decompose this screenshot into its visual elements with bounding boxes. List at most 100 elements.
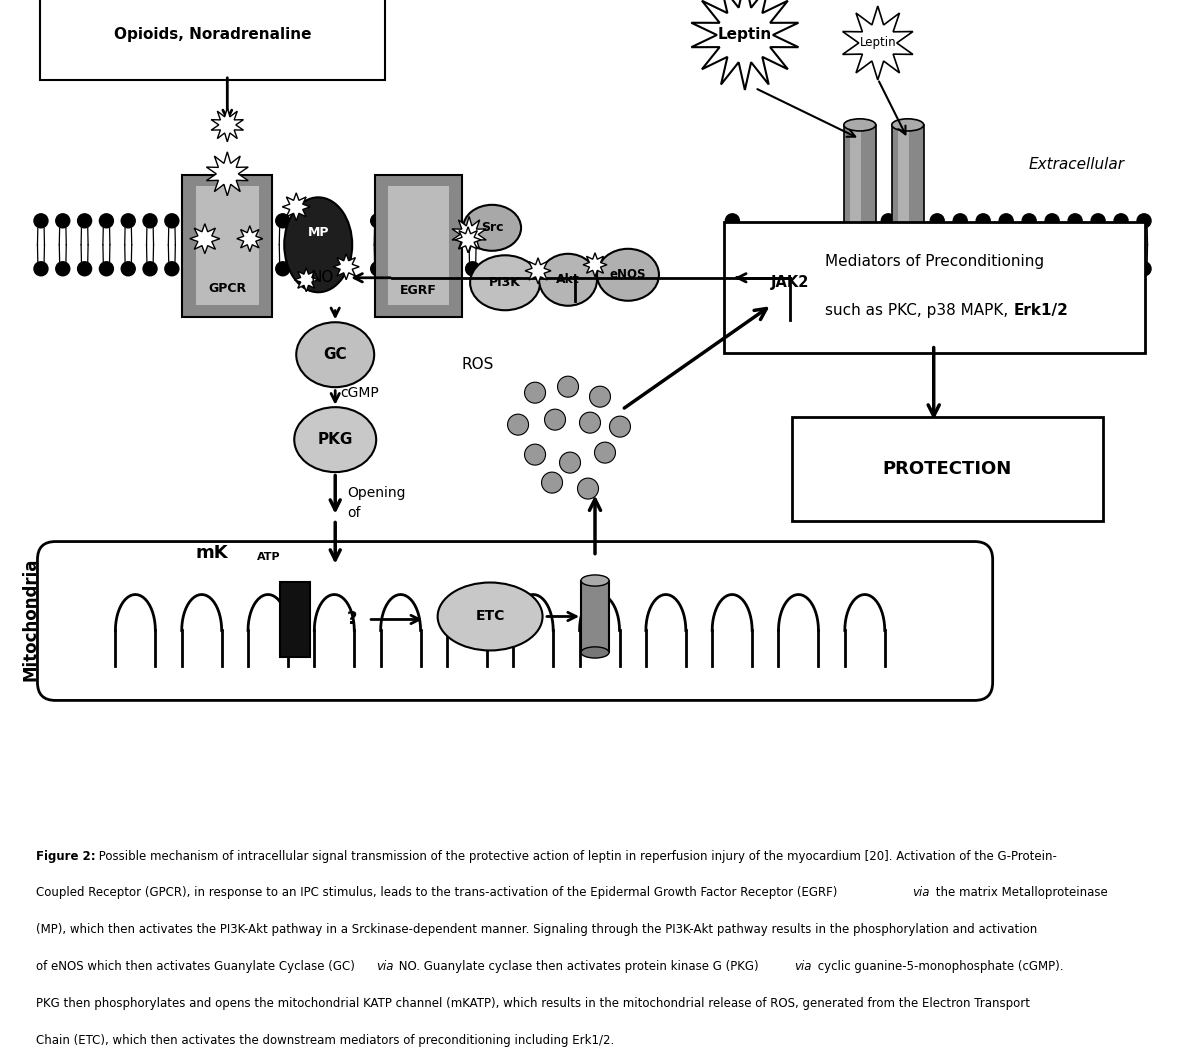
Circle shape: [976, 261, 990, 276]
Polygon shape: [525, 258, 551, 284]
Circle shape: [560, 452, 581, 473]
Circle shape: [465, 214, 480, 228]
Circle shape: [99, 261, 113, 276]
Ellipse shape: [438, 583, 543, 650]
Text: Akt: Akt: [556, 273, 580, 287]
Text: mK: mK: [196, 544, 228, 562]
Text: MP: MP: [308, 227, 329, 239]
Circle shape: [855, 214, 870, 228]
Circle shape: [78, 261, 92, 276]
Circle shape: [725, 214, 740, 228]
Text: EGRF: EGRF: [400, 285, 437, 297]
Circle shape: [580, 412, 600, 433]
Circle shape: [577, 479, 599, 500]
Ellipse shape: [843, 119, 876, 131]
Text: PROTECTION: PROTECTION: [883, 460, 1012, 477]
Circle shape: [1068, 261, 1082, 276]
Text: JAK2: JAK2: [771, 275, 809, 290]
Circle shape: [1137, 261, 1151, 276]
Circle shape: [1045, 261, 1059, 276]
Circle shape: [953, 261, 968, 276]
Text: Possible mechanism of intracellular signal transmission of the protective action: Possible mechanism of intracellular sign…: [94, 850, 1057, 862]
Circle shape: [1068, 214, 1082, 228]
Text: ATP: ATP: [258, 551, 280, 562]
Text: PKG: PKG: [317, 432, 353, 447]
FancyBboxPatch shape: [843, 124, 876, 240]
Circle shape: [544, 409, 565, 430]
Text: Opening: Opening: [347, 486, 406, 500]
Text: of: of: [347, 506, 360, 520]
Circle shape: [371, 214, 384, 228]
Circle shape: [33, 261, 48, 276]
Polygon shape: [206, 152, 248, 196]
Text: Figure 2:: Figure 2:: [36, 850, 95, 862]
Text: the matrix Metalloproteinase: the matrix Metalloproteinase: [932, 886, 1107, 899]
Polygon shape: [236, 226, 262, 252]
Text: PKG then phosphorylates and opens the mitochondrial KATP channel (mKATP), which : PKG then phosphorylates and opens the mi…: [36, 997, 1030, 1010]
Polygon shape: [190, 223, 220, 254]
Circle shape: [907, 214, 921, 228]
Circle shape: [122, 261, 135, 276]
Ellipse shape: [539, 254, 596, 306]
Text: Erk1/2: Erk1/2: [1014, 302, 1069, 317]
Text: NO: NO: [310, 270, 334, 286]
FancyBboxPatch shape: [581, 581, 608, 652]
Circle shape: [907, 261, 921, 276]
FancyBboxPatch shape: [280, 582, 310, 658]
Text: (MP), which then activates the PI3K-Akt pathway in a Srckinase-dependent manner.: (MP), which then activates the PI3K-Akt …: [36, 923, 1037, 936]
Circle shape: [1022, 261, 1037, 276]
Text: Leptin: Leptin: [718, 27, 772, 42]
Polygon shape: [842, 6, 913, 80]
Ellipse shape: [470, 255, 540, 310]
FancyBboxPatch shape: [891, 124, 923, 240]
Circle shape: [1114, 214, 1129, 228]
Circle shape: [465, 261, 480, 276]
Polygon shape: [455, 227, 481, 253]
Circle shape: [542, 472, 563, 493]
Circle shape: [1137, 214, 1151, 228]
Text: Mediators of Preconditioning: Mediators of Preconditioning: [824, 254, 1044, 270]
Circle shape: [1022, 214, 1037, 228]
Circle shape: [557, 376, 579, 397]
Circle shape: [165, 261, 179, 276]
FancyBboxPatch shape: [724, 221, 1144, 353]
Ellipse shape: [744, 246, 835, 320]
Text: Extracellular: Extracellular: [1028, 157, 1125, 173]
Polygon shape: [295, 268, 319, 292]
FancyBboxPatch shape: [196, 187, 259, 306]
Circle shape: [594, 442, 616, 463]
Ellipse shape: [596, 249, 659, 300]
Circle shape: [165, 214, 179, 228]
FancyBboxPatch shape: [388, 187, 449, 306]
Circle shape: [56, 214, 69, 228]
Text: ROS: ROS: [462, 357, 494, 372]
Polygon shape: [583, 253, 607, 277]
Text: NO. Guanylate cyclase then activates protein kinase G (PKG): NO. Guanylate cyclase then activates pro…: [395, 960, 762, 973]
Circle shape: [610, 416, 630, 437]
Text: GC: GC: [323, 347, 347, 363]
FancyBboxPatch shape: [375, 175, 462, 317]
Text: Opioids, Noradrenaline: Opioids, Noradrenaline: [115, 27, 311, 42]
Text: via: via: [376, 960, 394, 973]
FancyBboxPatch shape: [792, 416, 1102, 521]
Circle shape: [1092, 261, 1105, 276]
Circle shape: [276, 214, 290, 228]
FancyBboxPatch shape: [41, 0, 385, 80]
Ellipse shape: [581, 574, 608, 586]
Circle shape: [525, 383, 545, 404]
Text: eNOS: eNOS: [610, 269, 647, 281]
Circle shape: [882, 261, 895, 276]
FancyBboxPatch shape: [183, 175, 272, 317]
Polygon shape: [691, 0, 798, 90]
Text: GPCR: GPCR: [209, 282, 247, 295]
FancyBboxPatch shape: [849, 131, 861, 234]
Text: of eNOS which then activates Guanylate Cyclase (GC): of eNOS which then activates Guanylate C…: [36, 960, 358, 973]
Circle shape: [1092, 214, 1105, 228]
Circle shape: [953, 214, 968, 228]
Circle shape: [1000, 214, 1013, 228]
Circle shape: [1114, 261, 1129, 276]
Circle shape: [143, 261, 157, 276]
Circle shape: [507, 414, 528, 435]
Circle shape: [143, 214, 157, 228]
Circle shape: [976, 214, 990, 228]
